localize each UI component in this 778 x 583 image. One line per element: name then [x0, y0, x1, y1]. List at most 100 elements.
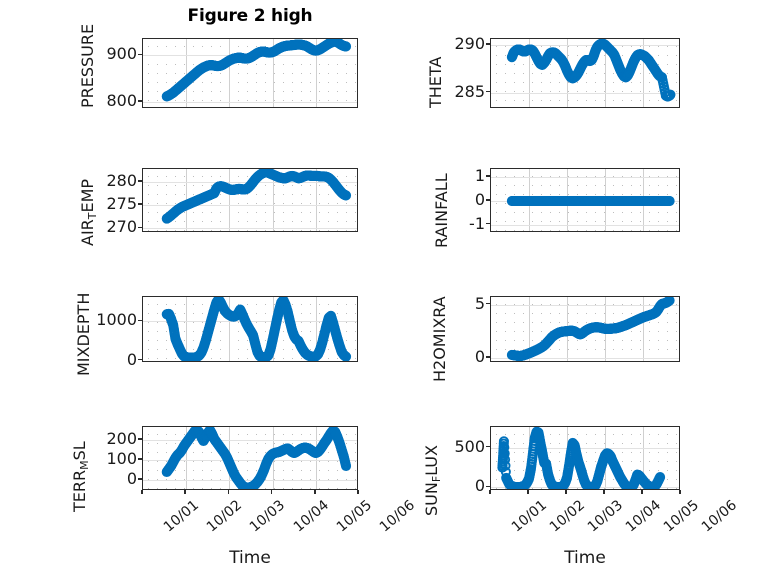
gridline-vertical — [643, 297, 644, 361]
y-tick-label: 5 — [474, 293, 485, 313]
x-tick-label: 10/06 — [698, 497, 741, 536]
axes-theta — [490, 38, 680, 108]
y-axis-label-pressure: PRESSURE — [78, 23, 97, 108]
panel-terr-msl: 0 100 200 10/01 10/02 10/03 10/04 10/05 10/06 T… — [70, 426, 418, 567]
gridline-horizontal — [491, 358, 679, 360]
y-axis-label-rainfall: RAINFALL — [432, 173, 451, 248]
y-tick-label: 0 — [126, 349, 137, 369]
y-tick-mark — [138, 100, 142, 102]
gridline-vertical — [229, 39, 231, 107]
gridline-vertical — [529, 297, 530, 361]
gridline-horizontal — [491, 304, 679, 306]
axes-rainfall — [490, 168, 680, 232]
x-axis-label-right: Time — [564, 548, 606, 568]
y-tick-mark — [138, 203, 142, 205]
y-tick-mark — [486, 199, 490, 201]
gridline-vertical — [229, 169, 231, 231]
y-tick-mark — [138, 53, 142, 56]
y-tick-mark — [138, 438, 142, 440]
y-tick-mark — [138, 458, 142, 460]
y-tick-mark — [486, 90, 490, 93]
x-tick-label: 10/04 — [622, 497, 665, 536]
scatter-series-terr-msl — [161, 427, 352, 489]
gridline-horizontal — [143, 440, 357, 441]
x-tick-label: 10/06 — [376, 497, 419, 536]
y-tick-mark — [486, 485, 490, 488]
panel-theta: 285 290 THETA — [426, 35, 680, 108]
gridline-horizontal — [143, 205, 357, 207]
axes-sun-flux — [490, 426, 680, 490]
marker-group — [161, 297, 352, 361]
marker-group — [506, 297, 675, 361]
scatter-series-sun-flux — [497, 427, 666, 489]
y-tick-mark — [138, 226, 142, 229]
gridline-vertical — [643, 39, 644, 107]
marker-group — [161, 427, 352, 489]
marker-group — [161, 39, 352, 102]
x-tick-label: 10/01 — [160, 497, 203, 536]
scatter-series-air-temp — [161, 169, 352, 224]
y-tick-mark — [138, 180, 142, 182]
gridline-horizontal — [491, 177, 679, 179]
gridline-vertical — [272, 39, 274, 107]
gridline-horizontal — [491, 92, 679, 94]
axes-h2omixra — [490, 296, 680, 362]
y-tick-mark — [486, 42, 490, 45]
y-tick-label: 1000 — [96, 310, 137, 330]
panel-air-temp: 270 275 280 AIRTEMP — [78, 168, 358, 246]
gridline-horizontal — [143, 228, 357, 230]
x-tick-mark — [603, 490, 605, 494]
gridline-vertical — [605, 39, 606, 107]
panel-pressure: 800 900 PRESSURE — [78, 24, 358, 109]
y-tick-label: 200 — [106, 429, 137, 448]
gridline-horizontal — [491, 44, 679, 46]
scatter-series-pressure — [161, 39, 352, 102]
axes-pressure — [142, 38, 358, 108]
y-tick-mark — [486, 445, 490, 448]
gridline-vertical — [186, 427, 188, 489]
gridline-horizontal — [143, 460, 357, 461]
x-tick-label: 10/01 — [508, 497, 551, 536]
y-tick-label: 275 — [106, 194, 137, 214]
x-tick-label: 10/05 — [333, 497, 375, 536]
y-tick-mark — [138, 319, 142, 322]
scatter-series-rainfall — [506, 195, 675, 207]
gridline-vertical — [272, 169, 274, 231]
x-tick-mark — [565, 490, 567, 494]
gridline-horizontal — [491, 447, 679, 449]
y-tick-label: 100 — [106, 449, 137, 468]
gridline-vertical — [315, 39, 317, 107]
panel-rainfall: -1 0 1 RAINFALL — [432, 168, 680, 248]
x-tick-label: 10/04 — [290, 497, 332, 536]
gridline-horizontal — [143, 480, 357, 481]
x-tick-mark — [141, 490, 143, 494]
y-tick-label: 280 — [106, 170, 137, 190]
x-tick-label: 10/03 — [584, 497, 627, 536]
y-tick-label: -1 — [469, 213, 485, 233]
scatter-series-mixdepth — [161, 297, 352, 361]
gridline-vertical — [186, 39, 188, 107]
y-tick-mark — [486, 302, 490, 305]
y-tick-label: 0 — [126, 469, 137, 488]
y-tick-mark — [486, 175, 490, 178]
x-tick-mark — [527, 490, 529, 494]
y-axis-label-mixdepth: MIXDEPTH — [74, 292, 93, 376]
y-tick-label: 0 — [474, 347, 485, 367]
x-tick-mark — [270, 490, 273, 494]
axes-air-temp — [142, 168, 358, 232]
gridline-vertical — [315, 297, 317, 361]
x-tick-label: 10/02 — [203, 497, 246, 536]
scatter-series-h2omixra — [506, 297, 675, 361]
y-tick-mark — [138, 358, 142, 361]
y-tick-label: 0 — [474, 476, 485, 496]
y-axis-label-air-temp: AIRTEMP — [78, 178, 99, 246]
y-axis-label-theta: THETA — [426, 56, 445, 108]
marker-group — [497, 427, 666, 489]
y-tick-mark — [138, 478, 142, 480]
gridline-horizontal — [143, 360, 357, 361]
y-tick-label: 900 — [106, 44, 137, 64]
x-tick-label: 10/02 — [546, 497, 589, 536]
panel-mixdepth: 0 1000 MIXDEPTH — [74, 293, 358, 376]
y-tick-label: 800 — [106, 91, 137, 110]
